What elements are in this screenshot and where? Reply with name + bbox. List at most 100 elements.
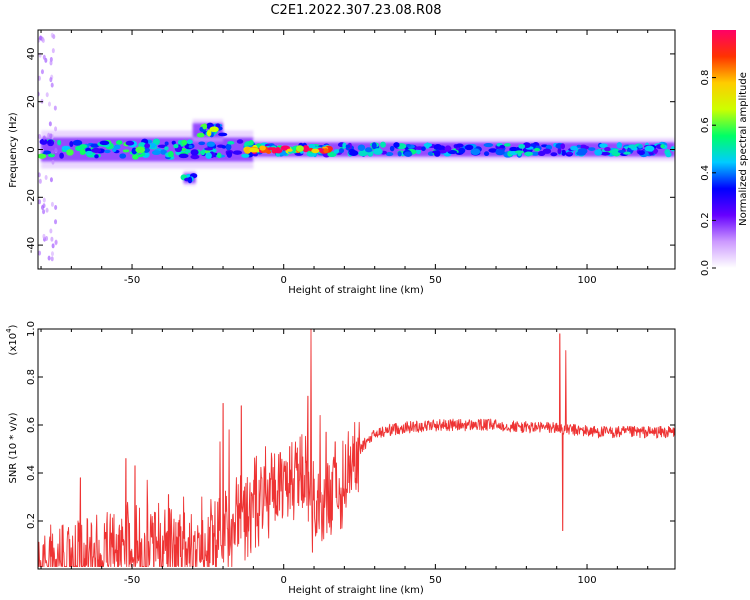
heatmap-speckle xyxy=(38,75,41,81)
heatmap-speckle xyxy=(40,148,44,154)
snr-x-label: Height of straight line (km) xyxy=(288,585,424,596)
heatmap-cell xyxy=(119,153,127,159)
heatmap-cell xyxy=(125,140,135,146)
heatmap-cell xyxy=(495,149,505,156)
heatmap-cell xyxy=(349,150,359,156)
heatmap-speckle xyxy=(42,135,46,141)
heatmap-speckle xyxy=(50,236,54,242)
heatmap-cell xyxy=(380,141,386,148)
heatmap-cell xyxy=(525,151,532,157)
heatmap-speckle xyxy=(42,209,46,215)
heatmap-speckle xyxy=(38,199,42,205)
heatmap-cell xyxy=(404,151,413,157)
heatmap-cell xyxy=(57,139,62,146)
spectrogram-panel: -50 0 50 100 -40 -20 0 20 40 Height of straight… xyxy=(8,29,676,296)
heatmap-cell xyxy=(104,149,111,154)
spectrogram-x-tick-label: 50 xyxy=(429,275,442,286)
heatmap-cell xyxy=(59,152,64,159)
spectrogram-x-tick-label: 100 xyxy=(577,275,596,286)
snr-y-tick-label: 0.2 xyxy=(26,513,37,529)
heatmap-speckle xyxy=(50,256,54,262)
heatmap-cell xyxy=(296,145,304,152)
snr-y-tick-label: 0.4 xyxy=(26,465,37,481)
heatmap-cell xyxy=(397,151,402,157)
heatmap-cell xyxy=(499,145,506,149)
heatmap-cell xyxy=(385,151,394,157)
heatmap-speckle xyxy=(51,149,55,155)
heatmap-speckle xyxy=(54,204,58,210)
heatmap-speckle xyxy=(38,133,42,139)
heatmap-cell xyxy=(241,153,250,158)
snr-x-tick-label: -50 xyxy=(124,575,140,586)
snr-y-multiplier-base: (x10 xyxy=(8,333,19,356)
colorbar-tick-label: 0.0 xyxy=(700,260,711,276)
heatmap-cell xyxy=(248,140,254,146)
heatmap-speckle xyxy=(40,69,44,75)
heatmap-speckle xyxy=(54,219,58,225)
spectrogram-x-ticks: -50 0 50 100 xyxy=(40,30,649,286)
heatmap-cell xyxy=(188,144,193,149)
heatmap-cell xyxy=(566,151,573,155)
snr-series-line xyxy=(38,329,675,568)
heatmap-cell xyxy=(610,148,621,155)
spectrogram-y-tick-label: 40 xyxy=(26,48,37,61)
heatmap-cell xyxy=(151,150,161,156)
heatmap-cell xyxy=(438,145,446,152)
snr-y-label: SNR (10 * v/v) xyxy=(8,412,19,483)
spectrogram-y-label: Frequency (Hz) xyxy=(8,112,19,188)
snr-y-multiplier: (x104) xyxy=(5,324,19,355)
heatmap-speckle xyxy=(51,159,55,165)
snr-x-tick-label: 50 xyxy=(429,575,442,586)
heatmap-cell xyxy=(570,145,579,151)
heatmap-cell xyxy=(470,148,481,156)
heatmap-speckle xyxy=(38,178,42,184)
heatmap-cell xyxy=(144,143,151,149)
heatmap-cell xyxy=(434,150,441,157)
heatmap-cell xyxy=(665,151,672,158)
heatmap-speckle xyxy=(47,101,51,107)
heatmap-cell xyxy=(164,146,169,151)
heatmap-cell xyxy=(617,149,626,154)
heatmap-cell xyxy=(638,144,643,149)
colorbar-label: Normalized spectral amplitude xyxy=(738,72,749,226)
heatmap-cell xyxy=(200,149,206,156)
heatmap-cell xyxy=(530,151,540,156)
snr-x-ticks: -50 0 50 100 xyxy=(40,329,649,586)
heatmap-speckle xyxy=(52,34,56,40)
colorbar-ticks: 0.0 0.2 0.4 0.6 0.8 xyxy=(700,70,716,276)
heatmap-speckle xyxy=(51,243,55,249)
heatmap-cell xyxy=(405,143,412,147)
colorbar: 0.0 0.2 0.4 0.6 0.8 Normalized spectral ampl… xyxy=(700,30,749,276)
heatmap-cell xyxy=(389,145,395,152)
heatmap-cell xyxy=(357,144,366,151)
heatmap-cell xyxy=(69,140,74,147)
heatmap-cell xyxy=(638,150,646,156)
heatmap-cell xyxy=(236,139,244,144)
heatmap-cell xyxy=(483,151,490,157)
heatmap-cell xyxy=(660,144,665,149)
heatmap-speckle xyxy=(54,147,58,153)
snr-x-tick-label: 0 xyxy=(281,575,287,586)
heatmap-cell xyxy=(557,147,562,155)
spectrogram-y-tick-label: 0 xyxy=(26,146,37,152)
heatmap-cell xyxy=(232,150,243,155)
heatmap-cell xyxy=(594,149,603,156)
heatmap-cell xyxy=(542,148,552,154)
heatmap-cell xyxy=(42,150,52,155)
heatmap-speckle xyxy=(42,197,46,203)
colorbar-tick-label: 0.4 xyxy=(700,165,711,181)
heatmap-speckle xyxy=(45,207,49,213)
heatmap-speckle xyxy=(53,105,57,111)
heatmap-cell xyxy=(286,148,293,152)
heatmap-cell xyxy=(276,148,282,154)
heatmap-cell xyxy=(186,139,193,145)
heatmap-cell xyxy=(550,152,558,157)
heatmap-speckle xyxy=(38,250,42,256)
spectrogram-x-label: Height of straight line (km) xyxy=(288,285,424,296)
heatmap-cell xyxy=(184,148,191,154)
heatmap-cell xyxy=(205,152,212,159)
heatmap-speckle xyxy=(44,175,48,181)
heatmap-cell xyxy=(198,141,206,146)
spectrogram-y-tick-label: 20 xyxy=(26,95,37,108)
